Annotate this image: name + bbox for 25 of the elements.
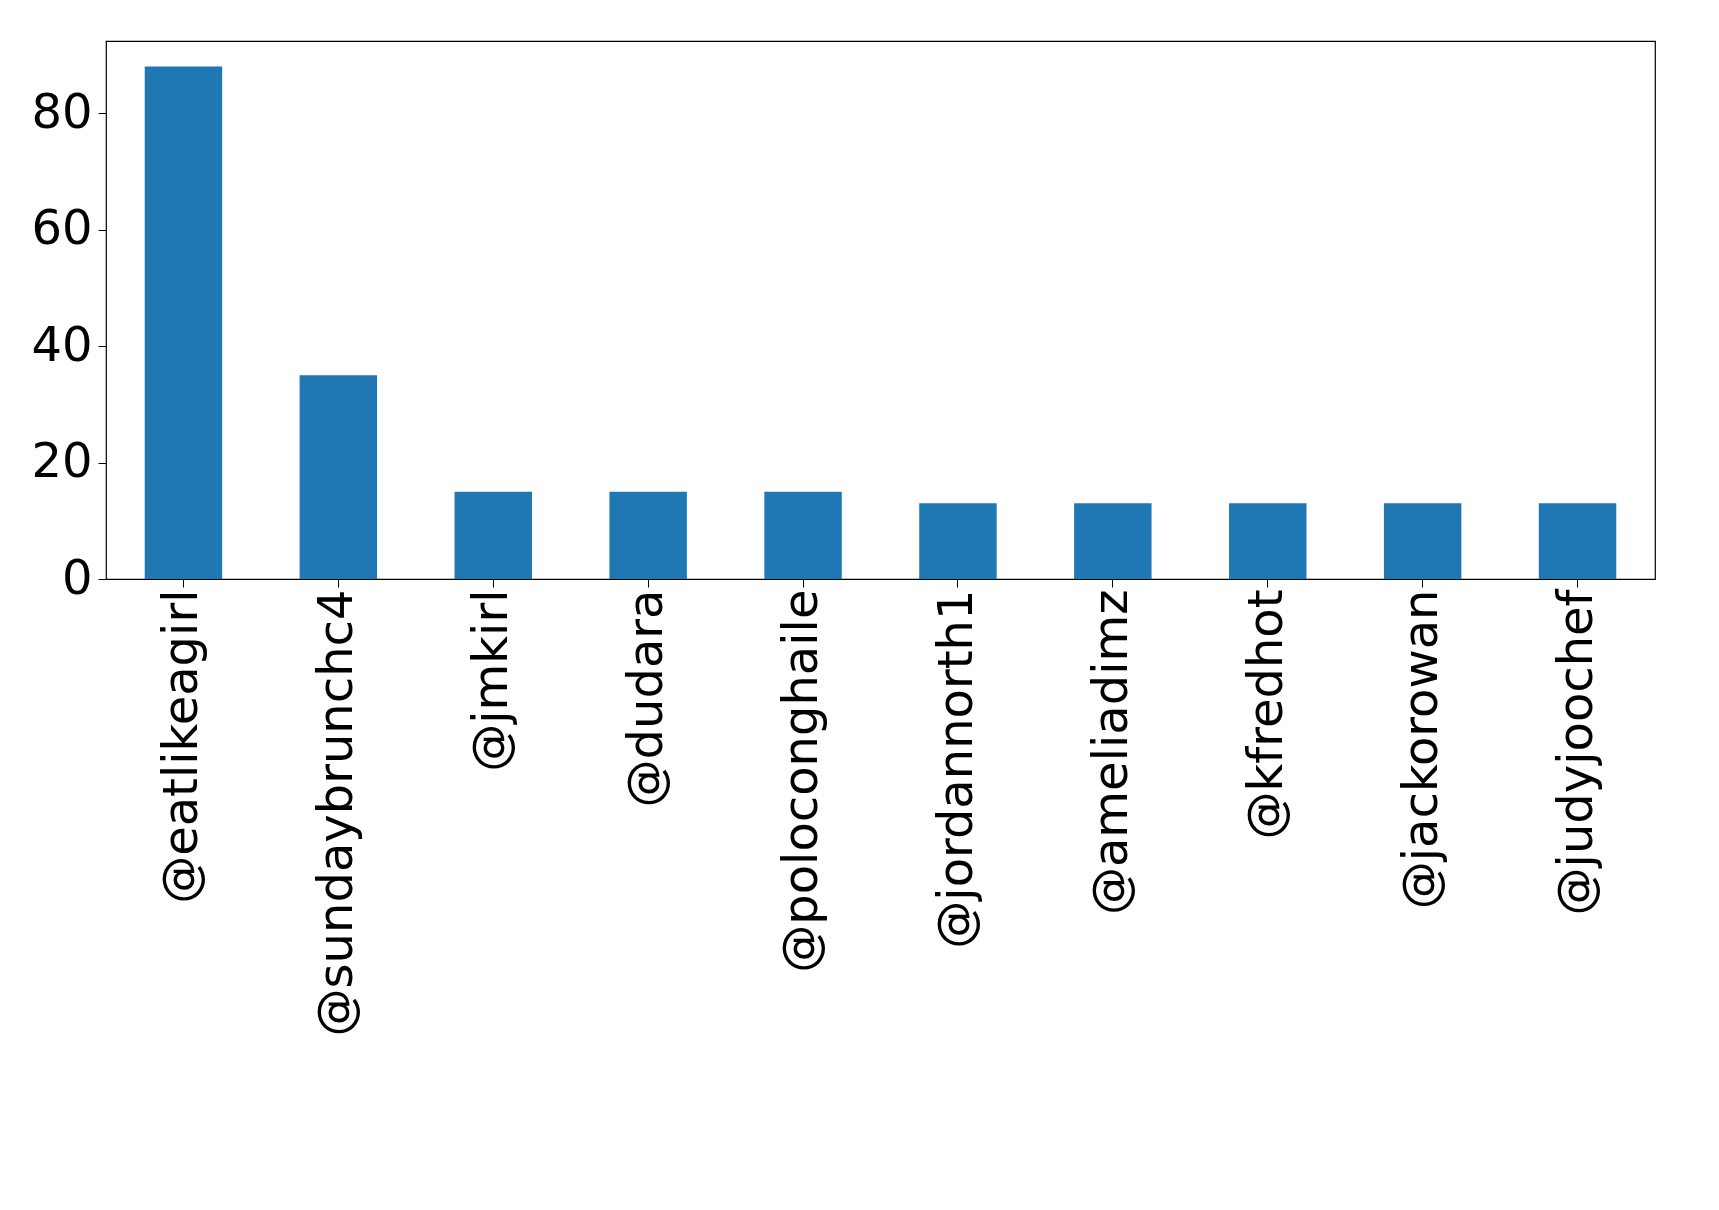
bar: [1229, 503, 1307, 579]
bar: [1074, 503, 1152, 579]
y-tick-label: 80: [31, 82, 93, 139]
x-tick-label: @jmkirl: [462, 589, 519, 772]
bar: [764, 491, 842, 579]
y-tick-label: 20: [31, 432, 93, 489]
y-tick-label: 40: [31, 315, 93, 372]
x-tick-label: @eatlikeagirl: [152, 589, 209, 904]
x-tick-label: @judyjoochef: [1546, 588, 1603, 916]
y-tick-label: 0: [61, 548, 93, 605]
x-tick-label: @sundaybrunchc4: [307, 589, 364, 1037]
x-tick-label: @poloconghaile: [772, 589, 829, 973]
x-tick-label: @jordannorth1: [926, 589, 983, 949]
bar: [919, 503, 997, 579]
x-tick-label: @ameliadimz: [1081, 589, 1138, 916]
bar: [299, 375, 378, 579]
x-tick-label: @dudara: [617, 589, 674, 808]
bar: [1383, 503, 1462, 579]
x-tick-label: @jackorowan: [1391, 589, 1448, 910]
bar: [454, 491, 532, 579]
bar: [144, 66, 223, 579]
bar: [609, 491, 687, 579]
x-tick-label: @kfredhot: [1236, 589, 1293, 840]
y-tick-label: 60: [31, 199, 93, 256]
bar: [1538, 503, 1617, 579]
